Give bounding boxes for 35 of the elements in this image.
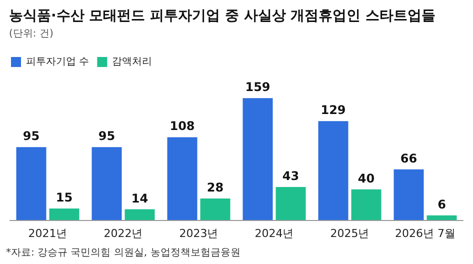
bar	[318, 121, 348, 220]
x-tick-label: 2021년	[28, 227, 68, 240]
bar	[426, 215, 457, 220]
bar	[124, 209, 155, 220]
data-label: 43	[282, 169, 300, 184]
data-label: 14	[131, 191, 148, 206]
chart-subtitle: (단위: 건)	[9, 28, 54, 40]
data-label: 108	[170, 119, 195, 134]
legend-label: 피투자기업 수	[26, 56, 90, 68]
x-tick-label: 2022년	[104, 227, 143, 240]
chart-title: 농식품·수산 모태펀드 피투자기업 중 사실상 개점휴업인 스타트업들	[9, 8, 436, 24]
bar	[394, 169, 424, 220]
data-label: 66	[400, 151, 418, 166]
bar	[49, 208, 80, 220]
data-label: 6	[438, 197, 446, 212]
legend-label: 감액처리	[112, 56, 152, 68]
bar	[351, 189, 382, 220]
data-label: 28	[206, 180, 224, 195]
bar	[92, 147, 122, 220]
x-tick-label: 2025년	[330, 227, 370, 240]
text: *자료: 강승규 국민의힘 의원실, 농업정책보험금융원	[6, 248, 240, 258]
data-label: 129	[320, 103, 346, 118]
x-tick-label: 2026년 7월	[395, 227, 456, 240]
bar	[242, 98, 273, 220]
bar	[200, 198, 230, 220]
data-label: 159	[245, 80, 270, 94]
bar	[276, 187, 306, 220]
data-label: 95	[22, 129, 40, 144]
bar	[16, 147, 46, 220]
data-label: 95	[98, 129, 116, 144]
data-label: 15	[56, 190, 73, 204]
data-label: 40	[358, 171, 375, 186]
x-tick-label: 2023년	[179, 227, 218, 240]
bar	[167, 137, 198, 220]
x-tick-label: 2024년	[254, 227, 294, 240]
